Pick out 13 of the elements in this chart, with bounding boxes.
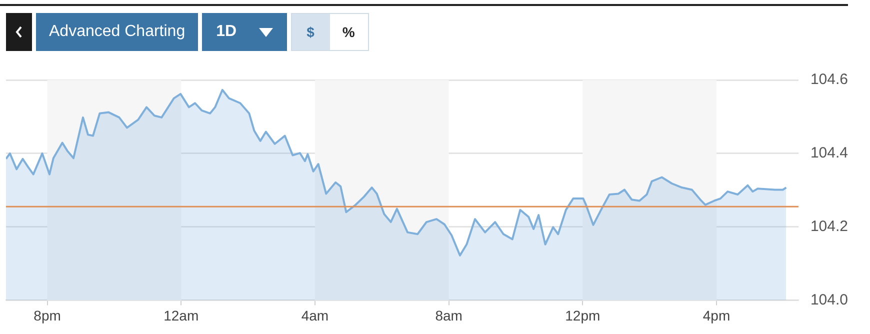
x-tick-label: 12am — [164, 307, 199, 324]
x-tick-label: 8pm — [34, 307, 61, 324]
y-tick-label: 104.6 — [810, 71, 848, 88]
dollar-option: $ — [292, 14, 330, 50]
period-dropdown: 1D — [202, 13, 287, 51]
y-tick-label: 104.0 — [810, 291, 848, 308]
x-tick-label: 4am — [301, 307, 329, 324]
advanced-charting-button: Advanced Charting — [36, 13, 198, 51]
x-tick-label: 12pm — [565, 307, 600, 324]
x-tick-label: 4pm — [702, 307, 730, 324]
y-tick-label: 104.4 — [810, 144, 848, 162]
x-tick-label: 8am — [435, 307, 462, 324]
y-tick-label: 104.2 — [810, 218, 848, 235]
